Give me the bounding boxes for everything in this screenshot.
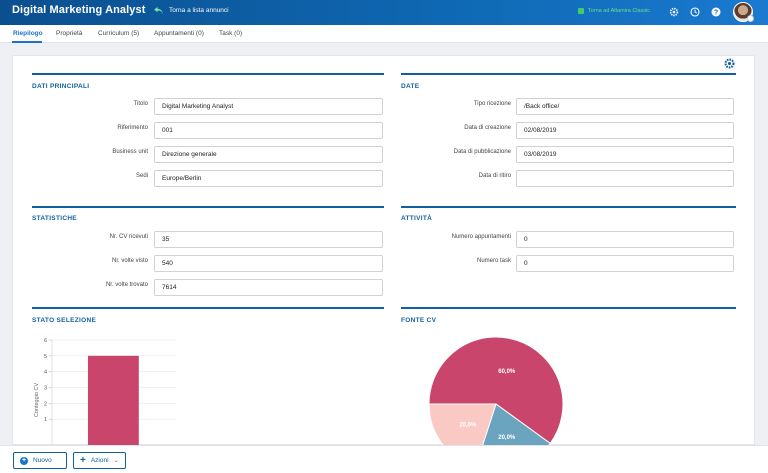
section-bar-stato-selezione [32,307,384,309]
bar-chart-y-tick-label: 3 [44,386,47,392]
pie-slice-label: 60,0% [498,369,516,375]
page-title: Digital Marketing Analyst [12,4,146,16]
tab-task[interactable]: Task (0) [219,30,243,37]
settings-gear-icon[interactable] [724,58,735,69]
label-data-pubblicazione: Data di pubblicazione [453,149,511,155]
section-bar-date [401,73,736,75]
classic-link[interactable]: Torna ad Altamira Classic [578,8,650,14]
label-numero-task: Numero task [476,258,511,264]
new-button[interactable]: + Nuovo [13,452,67,469]
label-volte-visto: Nr. volte visto [111,258,148,264]
label-data-ritiro: Data di ritiro [478,173,511,179]
back-to-list-link[interactable]: Torna a lista annunci [154,7,229,14]
pie-slice [482,403,551,445]
classic-icon [578,8,584,14]
section-title-attivita: ATTIVITÀ [401,215,433,222]
label-cv-ricevuti: Nr. CV ricevuti [109,234,148,240]
section-title-stato-selezione: STATO SELEZIONE [32,317,97,324]
tab-curriculum[interactable]: Curriculum (5) [98,30,140,37]
bar-chart-y-tick-label: 6 [44,338,47,344]
label-numero-appuntamenti: Numero appuntamenti [451,234,511,240]
pie-slice [428,336,564,445]
bar-chart-y-tick-label: 1 [44,417,47,423]
top-bar: Digital Marketing Analyst Torna a lista … [0,0,768,25]
new-button-label: Nuovo [33,457,52,464]
data-ritiro-field[interactable] [516,170,734,187]
section-title-dati-principali: DATI PRINCIPALI [32,83,90,90]
titolo-field[interactable]: Digital Marketing Analyst [154,98,383,115]
tab-bar: Riepilogo Proprietà Curriculum (5) Appun… [0,25,768,43]
data-creazione-field[interactable]: 02/08/2019 [516,122,734,139]
tab-appuntamenti[interactable]: Appuntamenti (0) [154,30,204,37]
classic-link-label: Torna ad Altamira Classic [588,8,651,14]
actions-button-label: Azioni [90,457,109,464]
volte-trovato-field[interactable]: 7614 [154,279,383,296]
tipo-ricezione-field[interactable]: /Back office/ [516,98,734,115]
cv-ricevuti-field[interactable]: 35 [154,231,383,248]
tab-proprieta[interactable]: Proprietà [56,30,83,37]
volte-visto-field[interactable]: 540 [154,255,383,272]
bar-chart-y-tick-label: 2 [44,401,47,407]
plus-circle-icon: + [20,456,28,465]
help-icon[interactable]: ? [711,7,721,17]
active-tab-indicator [12,41,42,43]
section-title-date: DATE [401,83,420,90]
back-arrow-icon [154,7,163,14]
section-bar-dati [32,73,384,75]
back-link-label: Torna a lista annunci [169,7,229,14]
business-unit-field[interactable]: Direzione generale [154,146,383,163]
section-bar-attivita [401,206,736,208]
bar-chart-y-tick-label: 5 [44,354,47,360]
label-sedi: Sedi [135,173,148,179]
history-clock-icon[interactable] [690,7,700,17]
tab-riepilogo[interactable]: Riepilogo [13,30,43,37]
fonte-cv-pie-chart: 60,0% 20,0% 20,0% [428,336,564,445]
pie-slice-label: 20,0% [498,435,516,441]
gear-icon[interactable] [669,7,679,17]
section-bar-fonte-cv [401,307,736,309]
data-pubblicazione-field[interactable]: 03/08/2019 [516,146,734,163]
avatar-status-badge [747,15,754,22]
plus-icon: + [80,455,86,466]
riferimento-field[interactable]: 001 [154,122,383,139]
bar-chart-bar [87,355,139,445]
pie-slice [428,403,497,445]
section-bar-statistiche [32,206,384,208]
bar-chart-y-axis-label: Conteggio CV [34,383,40,418]
svg-text:?: ? [714,10,718,17]
pie-slice-label: 20,0% [459,422,477,428]
bottom-toolbar: + Nuovo + Azioni ⌄ [0,445,768,473]
numero-task-field[interactable]: 0 [516,255,734,272]
stato-selezione-bar-chart: 1 2 3 4 5 6 Conteggio CV [34,338,176,445]
section-title-fonte-cv: FONTE CV [401,317,437,324]
label-titolo: Titolo [133,101,148,107]
label-business-unit: Business unit [112,149,148,155]
section-title-statistiche: STATISTICHE [32,215,77,222]
label-riferimento: Riferimento [117,125,148,131]
label-tipo-ricezione: Tipo ricezione [473,101,511,107]
bar-chart-y-tick-label: 4 [44,370,47,376]
actions-button[interactable]: + Azioni ⌄ [73,452,126,469]
label-volte-trovato: Nr. volte trovato [105,282,148,288]
label-data-creazione: Data di creazione [464,125,511,131]
chevron-down-icon: ⌄ [113,458,119,464]
numero-appuntamenti-field[interactable]: 0 [516,231,734,248]
sedi-field[interactable]: Europe/Berlin [154,170,383,187]
